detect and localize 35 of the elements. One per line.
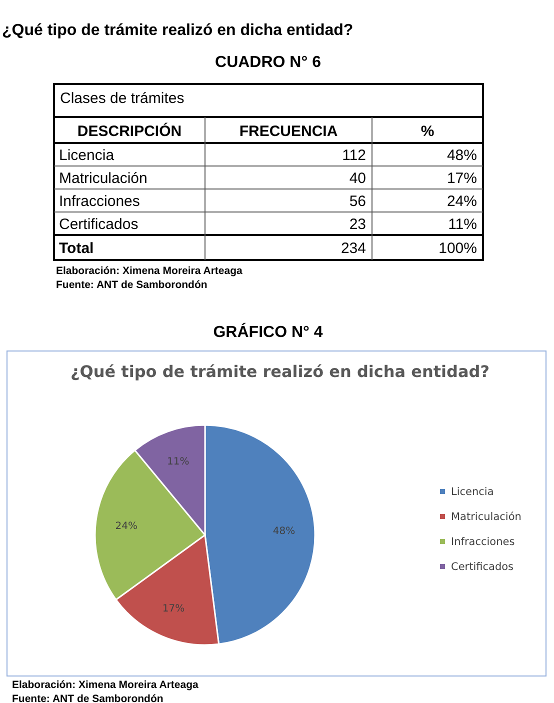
legend-label: Certificados <box>451 561 514 573</box>
data-label: 24% <box>446 193 477 210</box>
source-note: Fuente: ANT de Samborondón <box>12 693 164 703</box>
source-note: Fuente: ANT de Samborondón <box>56 279 208 291</box>
legend-label: Licencia <box>451 486 494 498</box>
legend-title: Clases de trámites <box>60 90 184 107</box>
data-label: 23 <box>349 216 366 233</box>
text: FRECUENCIA <box>239 123 338 140</box>
data-label: 48% <box>446 147 477 164</box>
data-label: 56 <box>349 193 366 210</box>
text: CUADRO N° 6 <box>215 54 322 71</box>
data-label: 11% <box>448 216 477 233</box>
legend-label: Infracciones <box>451 536 515 548</box>
data-label: 17% <box>446 170 477 187</box>
data-label: 24% <box>115 521 138 532</box>
chart-title: ¿Qué tipo de trámite realizó en dicha entidad? <box>70 362 490 381</box>
legend-label: Matriculación <box>451 511 522 523</box>
text: % <box>420 123 434 140</box>
category-label: Matriculación <box>59 170 148 187</box>
text: 100% <box>438 240 477 257</box>
category-label: Licencia <box>59 147 115 164</box>
text: 234 <box>340 240 366 257</box>
data-label: 112 <box>342 147 366 164</box>
data-label: 48% <box>272 526 296 538</box>
category-label: Certificados <box>59 216 138 233</box>
data-label: 11% <box>167 456 190 468</box>
data-label: 40 <box>349 170 366 187</box>
chart-subtitle: GRÁFICO N° 4 <box>213 322 323 341</box>
text: ¿Qué tipo de trámite realizó en dicha entidad? <box>2 22 354 39</box>
category-label: Infracciones <box>59 193 140 210</box>
text: Elaboración: Ximena Moreira Arteaga <box>12 679 198 691</box>
text: Total <box>59 240 94 257</box>
text: DESCRIPCIÓN <box>77 122 182 140</box>
data-label: 17% <box>162 604 185 615</box>
text: Elaboración: Ximena Moreira Arteaga <box>56 265 242 277</box>
